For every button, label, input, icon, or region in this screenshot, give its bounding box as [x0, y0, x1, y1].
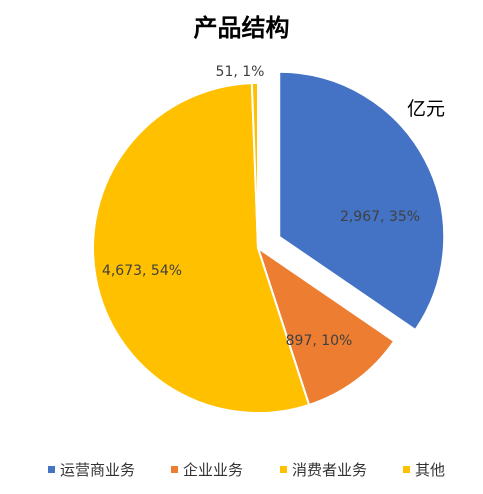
pie-slice-enterprise [256, 245, 396, 407]
data-label-consumer: 4,673, 54% [102, 263, 182, 279]
legend-swatch-operator [48, 466, 55, 473]
data-label-operator: 2,967, 35% [340, 209, 420, 225]
legend-label-enterprise: 企业业务 [183, 461, 244, 479]
legend-item-operator: 运营商业务 [48, 459, 135, 480]
legend: 运营商业务 企业业务 消费者业务 其他 [0, 459, 483, 481]
legend-item-consumer: 消费者业务 [280, 459, 367, 480]
legend-item-other: 其他 [403, 459, 445, 480]
legend-item-enterprise: 企业业务 [171, 459, 243, 480]
legend-swatch-enterprise [171, 466, 178, 473]
legend-swatch-consumer [280, 466, 287, 473]
pie-slice-other [250, 81, 259, 249]
legend-label-operator: 运营商业务 [60, 461, 136, 479]
data-label-enterprise: 897, 10% [286, 333, 353, 349]
legend-swatch-other [403, 466, 410, 473]
unit-label: 亿元 [407, 98, 446, 120]
chart-title: 产品结构 [193, 14, 290, 42]
legend-label-other: 其他 [415, 461, 446, 479]
pie-slice-consumer [92, 82, 311, 414]
legend-label-consumer: 消费者业务 [292, 461, 368, 479]
data-label-other: 51, 1% [216, 64, 265, 80]
pie-slice-operator [278, 70, 446, 332]
